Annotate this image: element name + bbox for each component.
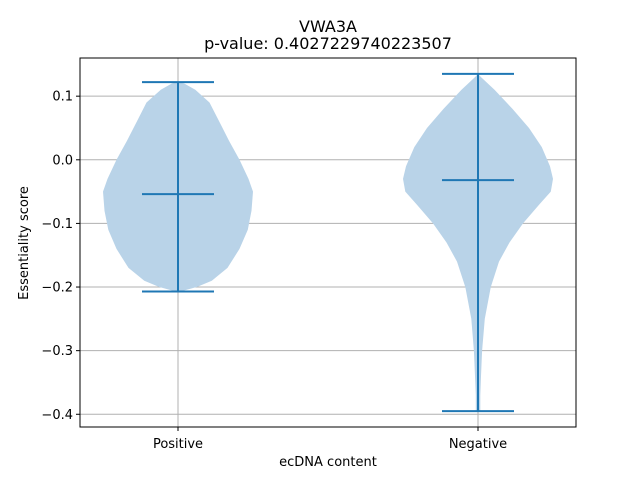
y-tick-label: −0.3 — [41, 344, 73, 359]
plot-frame — [79, 57, 577, 428]
y-tick-label: −0.2 — [41, 281, 73, 296]
stat-layer — [142, 72, 514, 413]
chart-subtitle: p-value: 0.4027229740223507 — [204, 34, 452, 53]
x-axis-ticks: Positive Negative — [153, 427, 507, 452]
y-tick-label: 0.0 — [52, 153, 73, 168]
x-tick-label: Negative — [449, 437, 507, 452]
y-tick-label: −0.4 — [41, 408, 73, 423]
x-tick-label: Positive — [153, 437, 203, 452]
y-axis-label: Essentiality score — [17, 186, 32, 300]
y-tick-label: −0.1 — [41, 217, 73, 232]
x-axis-label: ecDNA content — [279, 455, 377, 470]
chart-title: VWA3A — [299, 17, 357, 36]
y-axis-ticks: 0.1 0.0 −0.1 −0.2 −0.3 −0.4 — [41, 90, 80, 423]
y-tick-label: 0.1 — [52, 90, 73, 105]
violin-layer — [103, 73, 553, 412]
